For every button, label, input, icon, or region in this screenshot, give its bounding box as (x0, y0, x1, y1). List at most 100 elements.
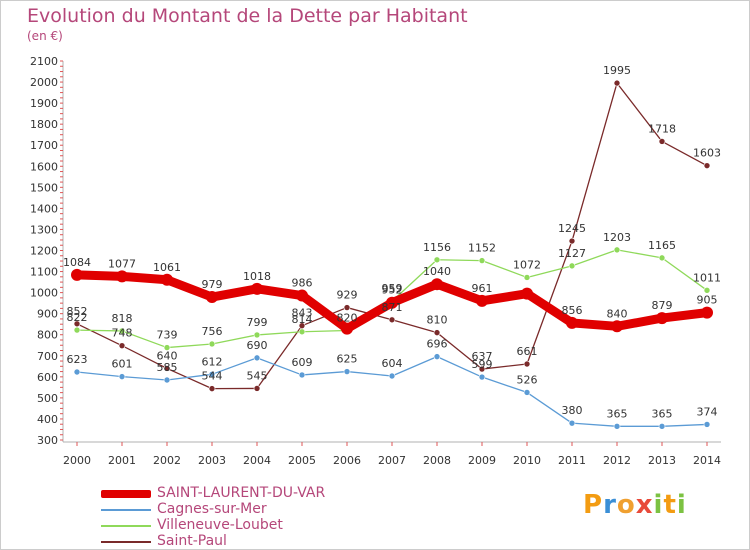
data-point (658, 423, 666, 430)
y-tick-label: 600 (37, 371, 58, 384)
data-label: 637 (472, 350, 493, 363)
y-tick-label: 1200 (30, 245, 58, 258)
y-tick-label: 1600 (30, 160, 58, 173)
data-point (206, 291, 218, 304)
x-tick-label: 2007 (378, 454, 406, 467)
legend-swatch (101, 525, 151, 527)
data-point (478, 365, 486, 373)
chart-title: Evolution du Montant de la Dette par Hab… (27, 5, 468, 27)
data-point (253, 385, 261, 392)
data-label: 545 (247, 369, 268, 382)
data-point (568, 237, 576, 245)
data-label: 585 (157, 361, 178, 374)
data-label: 1995 (603, 64, 631, 77)
data-point (118, 327, 126, 335)
data-point (343, 304, 351, 311)
x-tick-label: 2012 (603, 454, 631, 467)
y-tick-label: 400 (37, 413, 58, 426)
data-point (73, 368, 81, 376)
logo-letter: P (583, 490, 604, 520)
x-tick-label: 2013 (648, 454, 676, 467)
data-label: 820 (337, 312, 358, 325)
data-label: 739 (157, 329, 178, 342)
data-point (208, 385, 216, 392)
data-label: 1203 (603, 231, 631, 244)
data-point (118, 373, 126, 380)
data-point (163, 365, 171, 372)
y-tick-label: 300 (37, 434, 58, 447)
data-label: 609 (292, 356, 313, 369)
logo-letter: o (616, 490, 636, 520)
y-tick-label: 500 (37, 392, 58, 405)
x-tick-label: 2006 (333, 454, 361, 467)
data-label: 1603 (693, 147, 721, 160)
data-point (208, 340, 216, 348)
data-point (71, 268, 83, 281)
data-label: 856 (562, 304, 583, 317)
data-label: 544 (202, 370, 223, 383)
data-point (703, 162, 711, 169)
x-tick-label: 2010 (513, 454, 541, 467)
data-label: 1718 (648, 122, 676, 135)
legend-label: Cagnes-sur-Mer (157, 501, 267, 517)
data-point (703, 421, 711, 428)
y-tick-label: 2100 (30, 55, 58, 68)
data-point (613, 79, 621, 87)
data-label: 1018 (243, 270, 271, 283)
data-label: 929 (337, 289, 358, 302)
x-tick-label: 2014 (693, 454, 721, 467)
data-point (611, 320, 623, 333)
data-point (208, 371, 216, 378)
y-tick-label: 900 (37, 308, 58, 321)
logo-letter: t (663, 490, 677, 520)
x-tick-label: 2001 (108, 454, 136, 467)
data-label: 1127 (558, 247, 586, 260)
data-point (298, 328, 306, 336)
data-label: 690 (247, 339, 268, 352)
logo-letter: i (653, 490, 664, 520)
data-label: 748 (112, 327, 133, 340)
data-point (386, 296, 398, 309)
legend-swatch (101, 490, 151, 498)
data-label: 661 (517, 345, 538, 358)
logo-letter: r (603, 490, 617, 520)
data-label: 1072 (513, 258, 541, 271)
data-label: 799 (247, 316, 268, 329)
data-point (658, 254, 666, 262)
x-tick-label: 2011 (558, 454, 586, 467)
data-label: 380 (562, 404, 583, 417)
x-tick-label: 2003 (198, 454, 226, 467)
data-label: 625 (337, 353, 358, 366)
y-tick-label: 1500 (30, 181, 58, 194)
y-tick-label: 2000 (30, 76, 58, 89)
legend-swatch (101, 509, 151, 511)
y-tick-label: 1400 (30, 202, 58, 215)
data-point (163, 344, 171, 351)
x-tick-label: 2008 (423, 454, 451, 467)
data-point (431, 278, 443, 291)
data-point (341, 322, 353, 335)
data-point (703, 286, 711, 294)
data-point (476, 294, 488, 307)
data-label: 959 (382, 282, 403, 295)
x-tick-label: 2002 (153, 454, 181, 467)
y-tick-label: 700 (37, 350, 58, 363)
legend-swatch (101, 541, 151, 543)
data-point (343, 368, 351, 375)
data-point (163, 376, 171, 384)
data-label: 822 (67, 311, 88, 324)
legend-label: SAINT-LAURENT-DU-VAR (157, 485, 326, 501)
data-point (433, 353, 441, 360)
data-label: 612 (202, 355, 223, 368)
x-tick-label: 2009 (468, 454, 496, 467)
data-point (613, 246, 621, 254)
data-point (388, 372, 396, 380)
data-label: 1156 (423, 241, 451, 254)
data-label: 374 (697, 405, 718, 418)
data-point (433, 256, 441, 264)
data-label: 365 (652, 407, 673, 420)
data-label: 986 (292, 277, 313, 290)
data-label: 756 (202, 325, 223, 338)
data-point (478, 373, 486, 381)
